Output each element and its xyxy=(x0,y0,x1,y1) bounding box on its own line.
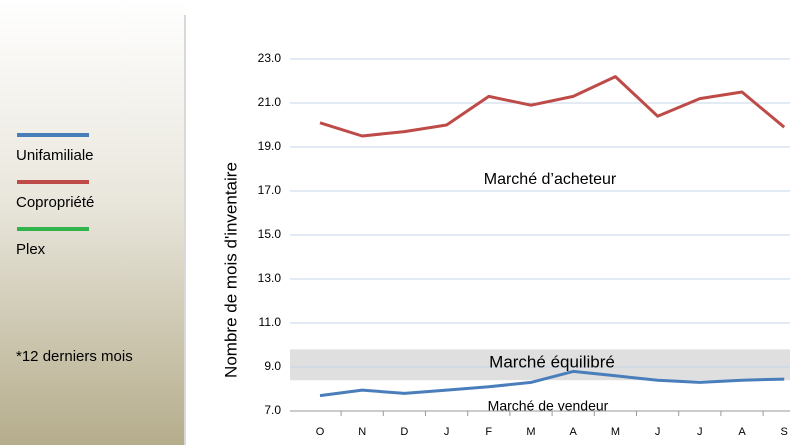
y-tick-label: 21.0 xyxy=(258,95,282,109)
x-tick-label: M xyxy=(526,426,535,438)
y-axis-label: Nombre de mois d'inventaire xyxy=(221,162,240,378)
x-tick-label: S xyxy=(781,426,788,438)
y-tick-label: 11.0 xyxy=(259,315,282,329)
note: *12 derniers mois xyxy=(16,348,133,365)
balanced-band xyxy=(290,349,790,381)
band-label: Marché équilibré xyxy=(489,352,615,371)
x-tick-label: D xyxy=(400,426,408,438)
x-tick-label: F xyxy=(485,426,492,438)
legend-label: Plex xyxy=(16,241,46,258)
x-tick-label: M xyxy=(611,426,620,438)
y-tick-label: 9.0 xyxy=(264,359,281,373)
side-panel xyxy=(0,0,185,445)
y-tick-label: 7.0 xyxy=(264,403,281,417)
legend-label: Unifamiliale xyxy=(16,147,94,164)
y-tick-label: 13.0 xyxy=(258,271,282,285)
y-tick-label: 19.0 xyxy=(258,139,282,153)
x-tick-label: J xyxy=(444,426,450,438)
x-tick-label: A xyxy=(738,426,746,438)
x-tick-label: A xyxy=(570,426,578,438)
x-tick-label: J xyxy=(655,426,661,438)
series-line xyxy=(319,369,785,398)
annotation: Marché de vendeur xyxy=(488,398,609,414)
legend-label: Copropriété xyxy=(16,194,94,211)
series-line xyxy=(319,75,786,138)
x-tick-label: O xyxy=(316,426,325,438)
annotation: Marché d’acheteur xyxy=(484,171,617,188)
y-tick-label: 15.0 xyxy=(258,227,282,241)
x-tick-label: J xyxy=(697,426,703,438)
y-tick-label: 17.0 xyxy=(258,183,282,197)
x-tick-label: N xyxy=(358,426,366,438)
y-tick-label: 23.0 xyxy=(258,51,282,65)
